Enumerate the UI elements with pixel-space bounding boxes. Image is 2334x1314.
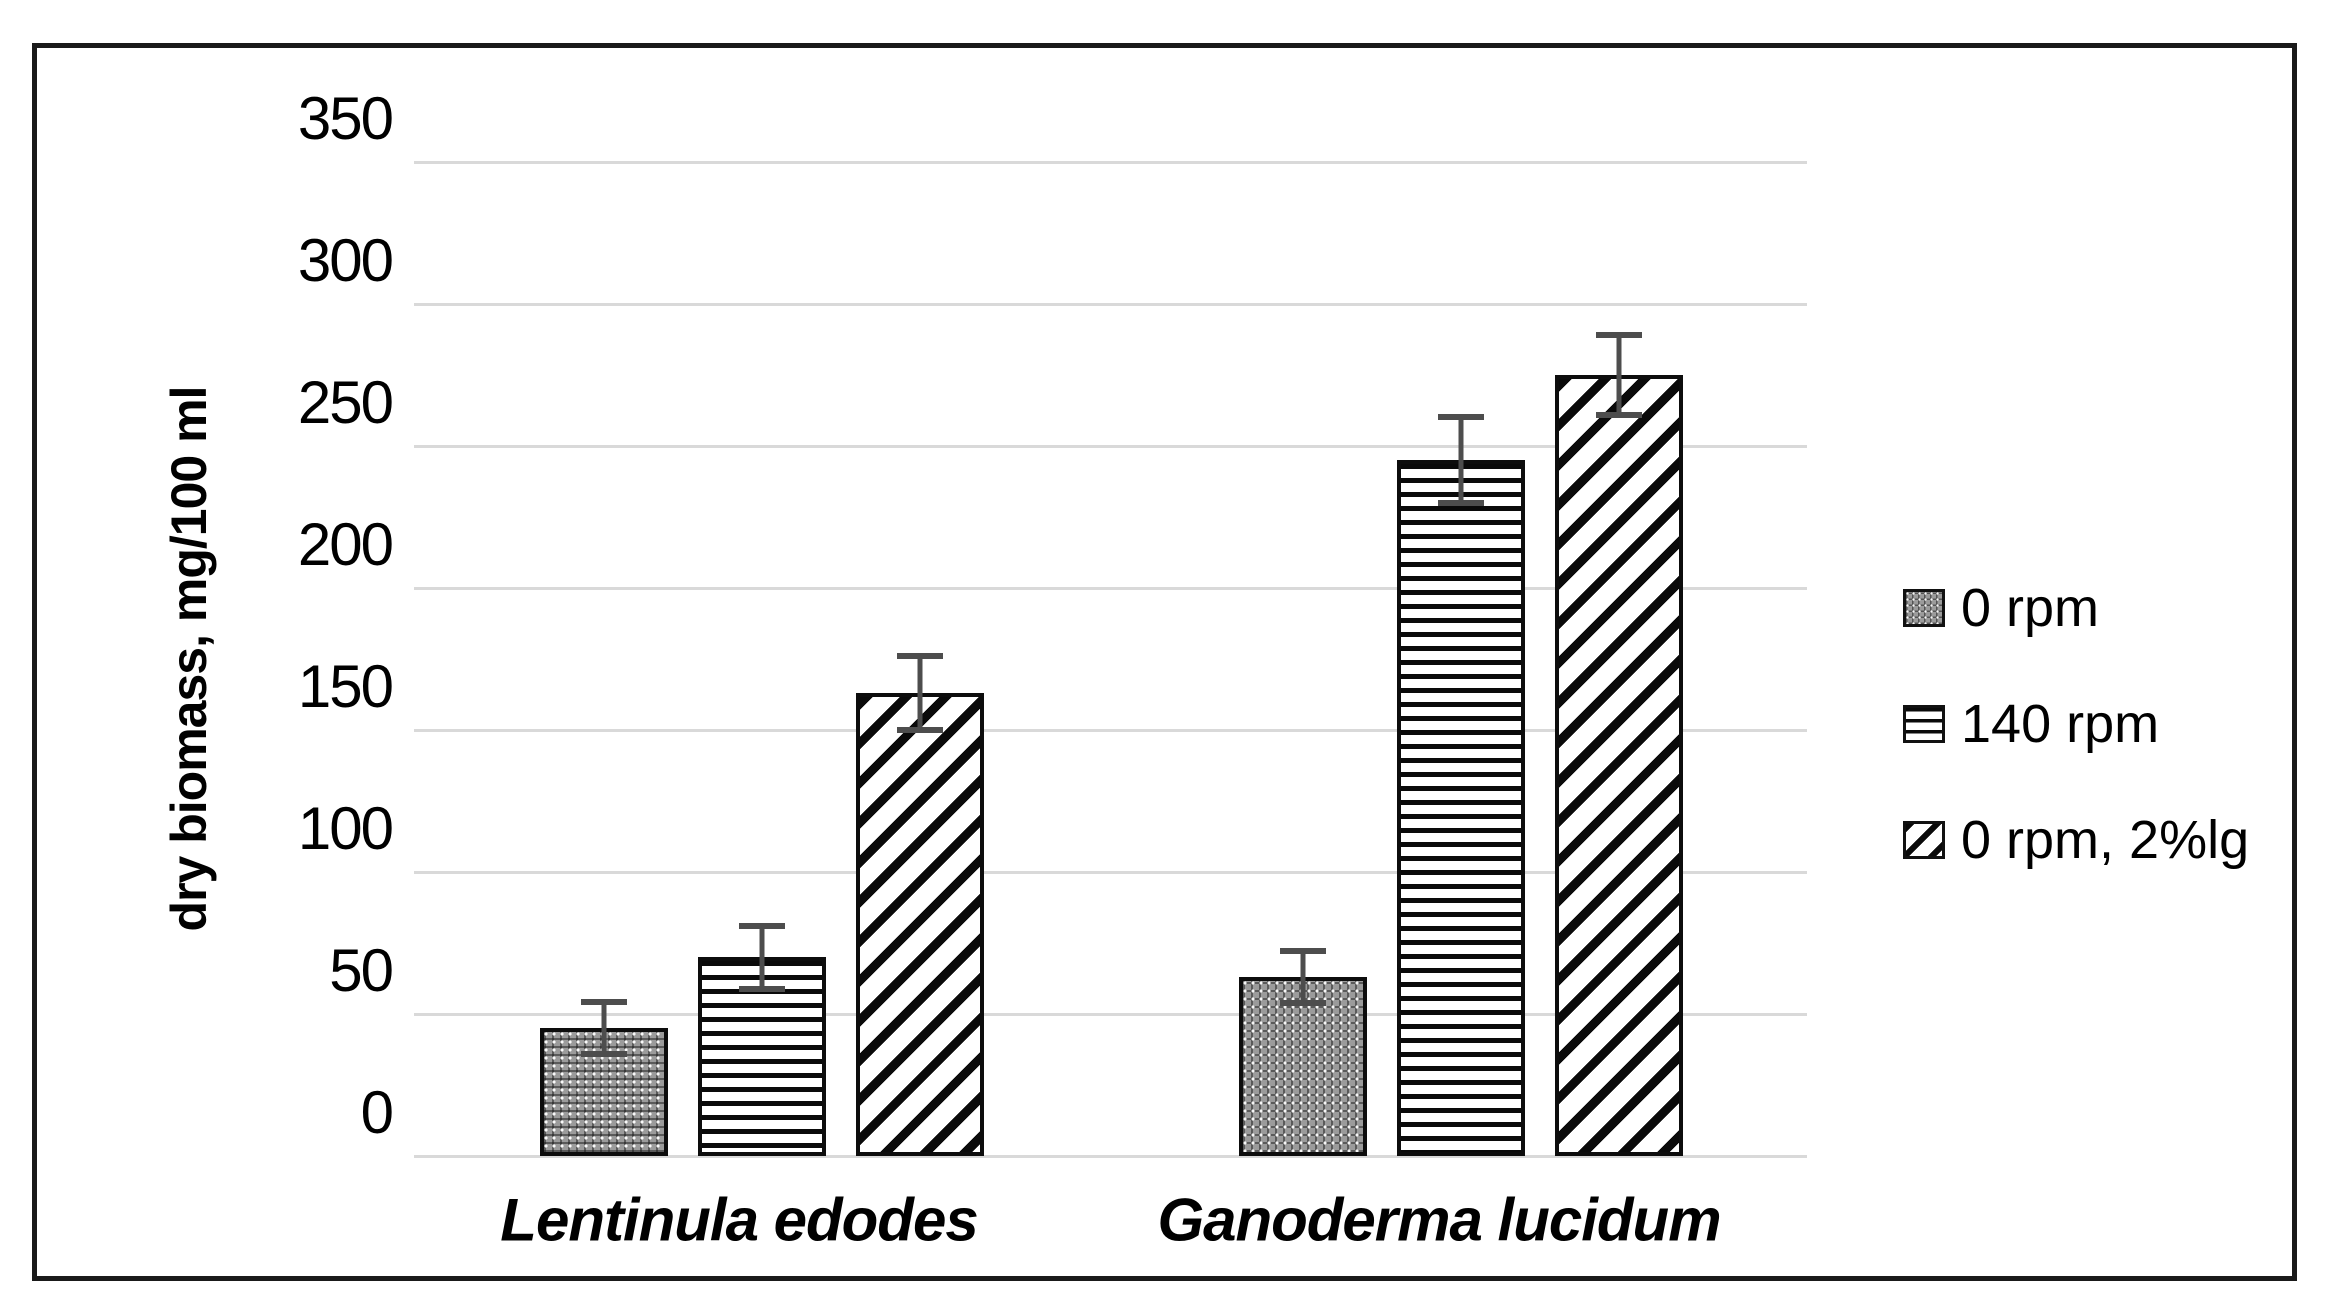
- error-bar-cap-top: [1596, 332, 1642, 339]
- error-bar: [759, 928, 765, 986]
- gridline-y-350: [414, 161, 1807, 164]
- error-bar: [917, 659, 923, 728]
- error-bar-cap-bottom: [739, 985, 785, 992]
- legend-label: 140 rpm: [1961, 694, 2160, 754]
- y-tick-label-200: 200: [297, 511, 394, 578]
- error-bar-cap-bottom: [897, 727, 943, 734]
- error-bar-cap-bottom: [581, 1050, 627, 1057]
- y-tick-label-50: 50: [329, 937, 394, 1004]
- y-tick-label-350: 350: [297, 85, 394, 152]
- category-label-ganoderma-lucidum: Ganoderma lucidum: [1157, 1186, 1721, 1254]
- legend-swatch-horizontal-stripes-icon: [1903, 705, 1945, 743]
- y-tick-label-300: 300: [297, 227, 394, 294]
- bar-ganoderma-0-rpm-2-lg: [1555, 375, 1683, 1156]
- gridline-y-300: [414, 303, 1807, 306]
- legend-item-0rpm-2pclg: 0 rpm, 2%lg: [1903, 813, 2249, 867]
- error-bar-cap-top: [1438, 414, 1484, 421]
- bar-ganoderma-140-rpm: [1397, 460, 1525, 1156]
- gridline-y-50: [414, 1013, 1807, 1016]
- gridline-y-150: [414, 729, 1807, 732]
- error-bar: [1616, 338, 1622, 412]
- chart-frame: dry biomass, mg/100 ml 0 50 100 150 200 250 30…: [32, 43, 2297, 1281]
- error-bar-cap-top: [581, 999, 627, 1006]
- error-bar-cap-top: [897, 653, 943, 659]
- plot-area: [414, 161, 1807, 1158]
- legend-swatch-dotted-grid-icon: [1903, 589, 1945, 627]
- error-bar: [601, 1005, 607, 1051]
- error-bar: [1300, 954, 1306, 1000]
- error-bar-cap-top: [739, 922, 785, 929]
- y-tick-label-150: 150: [297, 653, 394, 720]
- bar-ganoderma-0-rpm: [1239, 977, 1367, 1156]
- error-bar-cap-bottom: [1438, 499, 1484, 506]
- error-bar-cap-bottom: [1280, 999, 1326, 1006]
- gridline-y-100: [414, 871, 1807, 874]
- gridline-y-0: [414, 1155, 1807, 1158]
- y-tick-label-0: 0: [360, 1079, 394, 1146]
- error-bar-cap-top: [1280, 948, 1326, 955]
- error-bar-cap-bottom: [1596, 411, 1642, 418]
- legend-label: 0 rpm: [1961, 578, 2100, 638]
- legend-swatch-diagonal-stripes-icon: [1903, 821, 1945, 859]
- legend-label: 0 rpm, 2%lg: [1961, 810, 2250, 870]
- y-tick-label-250: 250: [297, 369, 394, 436]
- legend-item-140rpm: 140 rpm: [1903, 697, 2159, 751]
- error-bar: [1458, 420, 1464, 500]
- legend-item-0rpm: 0 rpm: [1903, 581, 2099, 635]
- bar-lentinula-0-rpm-2-lg: [856, 693, 984, 1156]
- category-label-lentinula-edodes: Lentinula edodes: [500, 1186, 978, 1254]
- gridline-y-200: [414, 587, 1807, 590]
- gridline-y-250: [414, 445, 1807, 448]
- y-tick-label-100: 100: [297, 795, 394, 862]
